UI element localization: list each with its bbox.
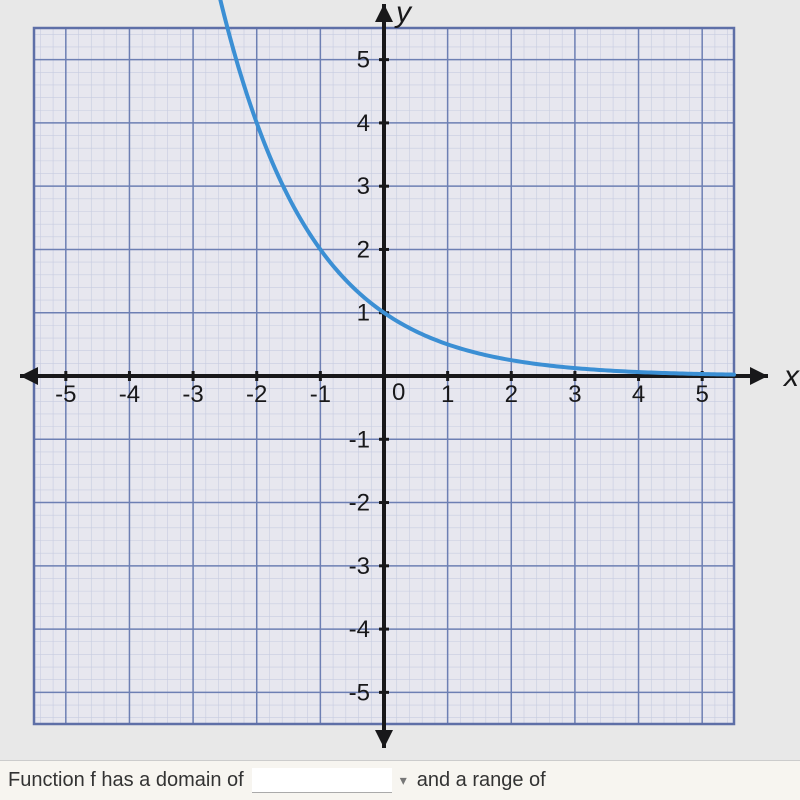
svg-text:-5: -5 [55, 381, 76, 408]
svg-text:x: x [782, 360, 800, 393]
chevron-down-icon: ▾ [400, 772, 407, 789]
svg-text:2: 2 [357, 236, 370, 263]
svg-text:-3: -3 [349, 553, 370, 580]
svg-text:y: y [394, 0, 413, 29]
svg-text:3: 3 [357, 173, 370, 200]
svg-text:2: 2 [505, 381, 518, 408]
svg-text:5: 5 [357, 47, 370, 74]
svg-text:-3: -3 [182, 381, 203, 408]
svg-text:4: 4 [632, 381, 645, 408]
svg-text:-1: -1 [310, 381, 331, 408]
question-text-strip: Function f has a domain of ▾ and a range… [0, 760, 800, 800]
svg-text:3: 3 [568, 381, 581, 408]
svg-text:4: 4 [357, 110, 370, 137]
chart-container: -5 -4 -3 -2 -1 1 2 3 4 5 -5 -4 -3 -2 -1 1 2 3 4 5 0 x y Functi… [0, 0, 800, 800]
svg-text:-5: -5 [349, 679, 370, 706]
question-suffix: and a range of [417, 769, 546, 792]
svg-text:-2: -2 [246, 381, 267, 408]
svg-text:5: 5 [696, 381, 709, 408]
dropdown-domain[interactable] [252, 768, 392, 793]
svg-text:0: 0 [392, 379, 405, 406]
question-prefix: Function f has a domain of [8, 769, 244, 792]
svg-text:-1: -1 [349, 426, 370, 453]
svg-text:-4: -4 [119, 381, 140, 408]
svg-text:-2: -2 [349, 490, 370, 517]
svg-text:1: 1 [357, 300, 370, 327]
svg-text:-4: -4 [349, 616, 370, 643]
exponential-decay-chart: -5 -4 -3 -2 -1 1 2 3 4 5 -5 -4 -3 -2 -1 1 2 3 4 5 0 x y [0, 0, 800, 760]
svg-text:1: 1 [441, 381, 454, 408]
